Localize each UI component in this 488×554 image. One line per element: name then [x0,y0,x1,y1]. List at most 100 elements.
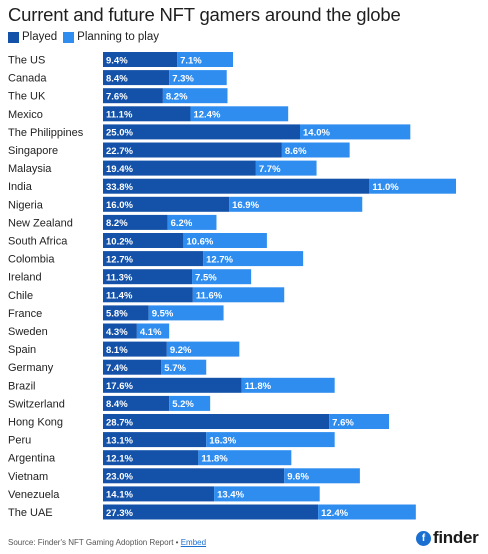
bar-planning-to-play-the-us [177,52,234,67]
bar-played-venezuela [103,486,215,502]
bar-played-the-philippines [103,124,300,140]
value-label-played-argentina: 12.1% [106,454,133,465]
bar-played-colombia [103,251,204,267]
value-label-planning-to-play-argentina: 11.8% [201,454,228,465]
value-label-played-south-africa: 10.2% [106,236,133,247]
value-label-played-spain: 8.1% [106,345,128,356]
bar-planning-to-play-south-africa [183,233,267,248]
category-label-spain: Spain [8,344,36,356]
bar-planning-to-play-the-philippines [300,124,411,140]
bar-played-the-uk [103,88,163,104]
bar-played-nigeria [103,196,230,212]
bar-played-peru [103,432,207,448]
value-label-played-the-uae: 27.3% [106,508,133,519]
value-label-planning-to-play-vietnam: 9.6% [287,472,309,483]
bar-played-mexico [103,106,191,122]
bar-played-vietnam [103,468,285,484]
bar-played-ireland [103,269,193,285]
legend-item-played: Played [8,31,57,43]
category-label-venezuela: Venezuela [8,489,60,501]
category-label-vietnam: Vietnam [8,471,48,483]
value-label-planning-to-play-france: 9.5% [152,309,174,320]
bar-played-south-africa [103,233,184,248]
category-label-ireland: Ireland [8,272,42,284]
category-label-south-africa: South Africa [8,236,68,248]
bar-played-chile [103,287,193,303]
value-label-played-mexico: 11.1% [106,110,133,121]
value-label-planning-to-play-germany: 5.7% [164,363,186,374]
value-label-planning-to-play-venezuela: 13.4% [217,490,244,501]
legend-label-planning: Planning to play [77,31,160,43]
value-label-planning-to-play-new-zealand: 6.2% [171,218,193,229]
value-label-played-france: 5.8% [106,309,128,320]
bar-played-hong-kong [103,414,330,429]
value-label-played-malaysia: 19.4% [106,164,133,175]
value-label-played-india: 33.8% [106,182,133,193]
value-label-played-canada: 8.4% [106,73,128,84]
bar-planning-to-play-brazil [241,377,335,393]
category-label-france: France [8,308,42,320]
value-label-planning-to-play-the-us: 7.1% [180,55,202,66]
bar-played-canada [103,70,170,86]
legend-swatch-played [8,31,19,43]
value-label-planning-to-play-ireland: 7.5% [195,273,217,284]
bar-played-spain [103,341,167,357]
bar-played-india [103,178,370,194]
value-label-planning-to-play-mexico: 12.4% [193,110,220,121]
bar-played-new-zealand [103,214,168,230]
bar-played-switzerland [103,395,170,411]
chart-title: Current and future NFT gamers around the… [8,4,401,25]
bar-planning-to-play-malaysia [255,160,317,176]
category-label-new-zealand: New Zealand [8,217,73,229]
category-label-hong-kong: Hong Kong [8,417,63,429]
bar-played-france [103,305,149,321]
value-label-played-ireland: 11.3% [106,273,133,284]
source-note: Source: Finder's NFT Gaming Adoption Rep… [8,538,206,547]
value-label-planning-to-play-india: 11.0% [372,182,399,193]
bar-played-the-us [103,52,178,67]
value-label-played-brazil: 17.6% [106,381,133,392]
value-label-planning-to-play-the-uae: 12.4% [321,508,348,519]
value-label-played-colombia: 12.7% [106,254,133,265]
value-label-planning-to-play-malaysia: 7.7% [259,164,281,175]
bar-planning-to-play-hong-kong [329,414,390,429]
finder-logo-icon: f [416,530,431,546]
bar-planning-to-play-chile [192,287,285,303]
value-label-played-nigeria: 16.0% [106,200,133,211]
embed-link[interactable]: Embed [180,538,207,547]
category-label-sweden: Sweden [8,326,48,338]
category-label-the-uk: The UK [8,91,46,103]
category-label-the-us: The US [8,55,45,67]
value-label-played-vietnam: 23.0% [106,472,133,483]
bar-planning-to-play-the-uae [318,504,416,520]
value-label-planning-to-play-colombia: 12.7% [206,254,233,265]
finder-logo: f finder [416,528,479,548]
bar-played-sweden [103,323,137,339]
category-label-india: India [8,181,33,193]
legend-item-planning: Planning to play [63,31,159,43]
value-label-planning-to-play-spain: 9.2% [170,345,192,356]
value-label-planning-to-play-singapore: 8.6% [285,146,307,157]
bar-planning-to-play-canada [169,70,227,86]
legend-swatch-planning [63,31,75,43]
bar-planning-to-play-colombia [203,251,304,267]
value-label-played-the-us: 9.4% [106,55,128,66]
source-text: Source: Finder's NFT Gaming Adoption Rep… [8,538,181,547]
category-label-colombia: Colombia [8,254,55,266]
value-label-planning-to-play-peru: 16.3% [209,435,236,446]
value-label-played-sweden: 4.3% [106,327,128,338]
value-label-played-peru: 13.1% [106,435,133,446]
bar-planning-to-play-mexico [190,106,289,122]
category-label-germany: Germany [8,362,54,374]
value-label-played-hong-kong: 28.7% [106,417,133,428]
category-label-switzerland: Switzerland [8,398,65,410]
bar-planning-to-play-peru [206,432,335,448]
bar-played-argentina [103,450,199,466]
category-label-argentina: Argentina [8,453,56,465]
bar-planning-to-play-argentina [198,450,292,466]
value-label-played-singapore: 22.7% [106,146,133,157]
bar-planning-to-play-singapore [281,142,350,158]
value-label-planning-to-play-brazil: 11.8% [245,381,272,392]
legend: Played Planning to play [8,31,165,43]
value-label-planning-to-play-canada: 7.3% [172,73,194,84]
